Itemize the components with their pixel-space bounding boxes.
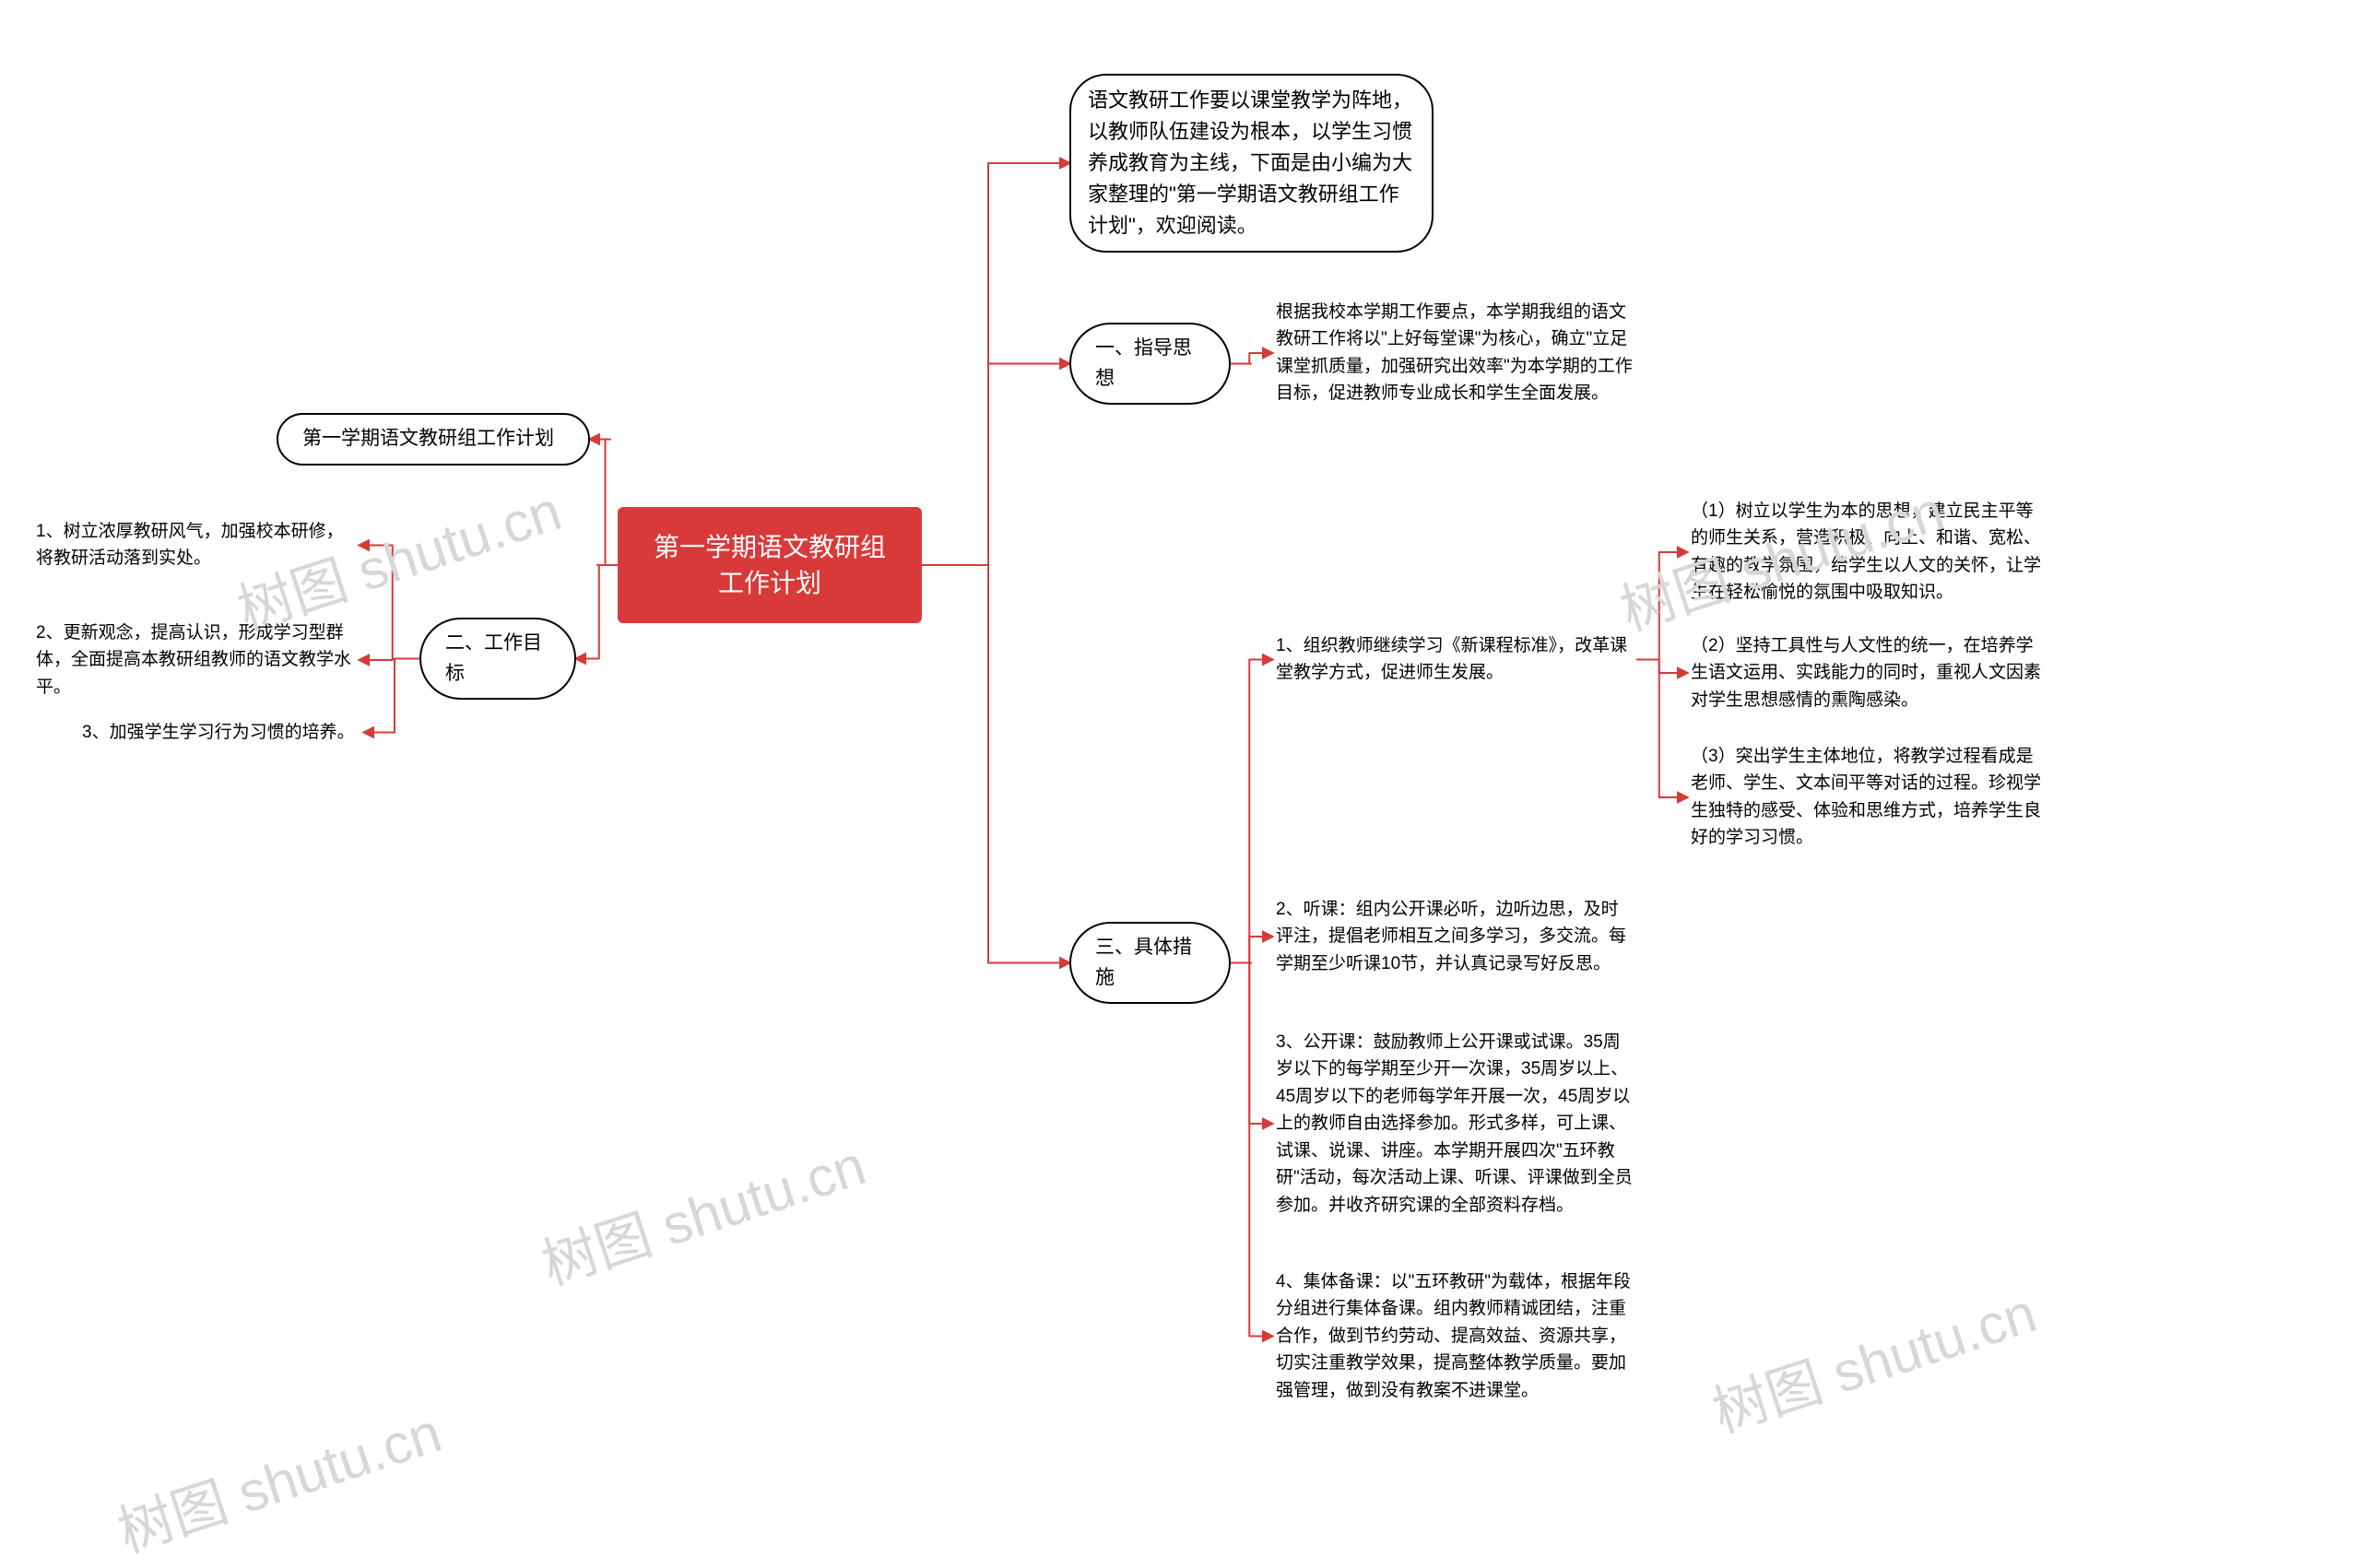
mindmap-node-sec3_1_1[interactable]: （1）树立以学生为本的思想，建立民主平等的师生关系，营造积极、向上、和谐、宽松、… [1687, 492, 2051, 612]
connector [360, 546, 419, 659]
connector [364, 659, 419, 733]
node-text: 1、组织教师继续学习《新课程标准》，改革课堂教学方式，促进师生发展。 [1276, 636, 1627, 682]
connector [1636, 552, 1687, 660]
connector [922, 364, 1069, 566]
node-text: 根据我校本学期工作要点，本学期我组的语文教研工作将以"上好每堂课"为核心，确立"… [1276, 302, 1633, 403]
connector [1636, 660, 1687, 674]
connector [360, 659, 419, 661]
mindmap-node-sec1[interactable]: 一、指导思想 [1069, 323, 1231, 405]
node-text: 一、指导思想 [1095, 337, 1192, 389]
connector [1231, 963, 1272, 1337]
connector [1231, 353, 1272, 364]
node-text: 2、更新观念，提高认识，形成学习型群体，全面提高本教研组教师的语文教学水平。 [36, 623, 351, 697]
mindmap-node-left_sec2[interactable]: 二、工作目标 [419, 618, 576, 700]
connector [590, 440, 618, 566]
node-text: 三、具体措施 [1095, 937, 1192, 988]
connector [922, 163, 1069, 565]
node-text: 3、公开课：鼓励教师上公开课或试课。35周岁以下的每学期至少开一次课，35周岁以… [1276, 1032, 1633, 1215]
node-text: （2）坚持工具性与人文性的统一，在培养学生语文运用、实践能力的同时，重视人文因素… [1691, 636, 2041, 710]
mindmap-node-sec1_body[interactable]: 根据我校本学期工作要点，本学期我组的语文教研工作将以"上好每堂课"为核心，确立"… [1272, 293, 1636, 413]
connector [922, 565, 1069, 963]
mindmap-node-sec3_3[interactable]: 3、公开课：鼓励教师上公开课或试课。35周岁以下的每学期至少开一次课，35周岁以… [1272, 1023, 1636, 1224]
mindmap-node-sec3_2[interactable]: 2、听课：组内公开课必听，边听边思，及时评注，提倡老师相互之间多学习，多交流。每… [1272, 890, 1636, 983]
watermark: 树图 shutu.cn [106, 1388, 450, 1568]
node-text: 1、树立浓厚教研风气，加强校本研修，将教研活动落到实处。 [36, 522, 344, 568]
mindmap-node-left_2_2[interactable]: 2、更新观念，提高认识，形成学习型群体，全面提高本教研组教师的语文教学水平。 [32, 614, 360, 706]
mindmap-node-intro[interactable]: 语文教研工作要以课堂教学为阵地，以教师队伍建设为根本，以学生习惯养成教育为主线，… [1069, 74, 1434, 253]
mindmap-node-sec3_1[interactable]: 1、组织教师继续学习《新课程标准》，改革课堂教学方式，促进师生发展。 [1272, 627, 1636, 692]
node-text: 2、听课：组内公开课必听，边听边思，及时评注，提倡老师相互之间多学习，多交流。每… [1276, 900, 1626, 973]
node-text: 二、工作目标 [445, 632, 542, 684]
node-text: （3）突出学生主体地位，将教学过程看成是老师、学生、文本间平等对话的过程。珍视学… [1691, 747, 2041, 847]
connector [1231, 963, 1272, 1125]
node-text: 第一学期语文教研组工作计划 [654, 533, 886, 597]
connector [1636, 660, 1687, 798]
mindmap-node-sec3_4[interactable]: 4、集体备课：以"五环教研"为载体，根据年段分组进行集体备课。组内教师精诚团结，… [1272, 1263, 1636, 1409]
mindmap-node-root[interactable]: 第一学期语文教研组工作计划 [618, 507, 922, 623]
mindmap-node-sec3_1_2[interactable]: （2）坚持工具性与人文性的统一，在培养学生语文运用、实践能力的同时，重视人文因素… [1687, 627, 2051, 719]
watermark: 树图 shutu.cn [1701, 1268, 2045, 1448]
node-text: （1）树立以学生为本的思想，建立民主平等的师生关系，营造积极、向上、和谐、宽松、… [1691, 501, 2041, 602]
mindmap-node-left_2_3[interactable]: 3、加强学生学习行为习惯的培养。 [78, 713, 364, 751]
node-text: 语文教研工作要以课堂教学为阵地，以教师队伍建设为根本，以学生习惯养成教育为主线，… [1088, 88, 1412, 237]
node-text: 3、加强学生学习行为习惯的培养。 [82, 723, 355, 742]
mindmap-node-left_2_1[interactable]: 1、树立浓厚教研风气，加强校本研修，将教研活动落到实处。 [32, 513, 360, 578]
mindmap-node-sec3_1_3[interactable]: （3）突出学生主体地位，将教学过程看成是老师、学生、文本间平等对话的过程。珍视学… [1687, 737, 2051, 857]
node-text: 4、集体备课：以"五环教研"为载体，根据年段分组进行集体备课。组内教师精诚团结，… [1276, 1272, 1631, 1400]
connector [1231, 937, 1272, 963]
mindmap-node-left_title[interactable]: 第一学期语文教研组工作计划 [277, 413, 590, 466]
node-text: 第一学期语文教研组工作计划 [302, 428, 554, 449]
watermark: 树图 shutu.cn [530, 1121, 874, 1301]
connector [576, 565, 618, 659]
mindmap-node-sec3[interactable]: 三、具体措施 [1069, 922, 1231, 1004]
connector [1231, 660, 1272, 963]
